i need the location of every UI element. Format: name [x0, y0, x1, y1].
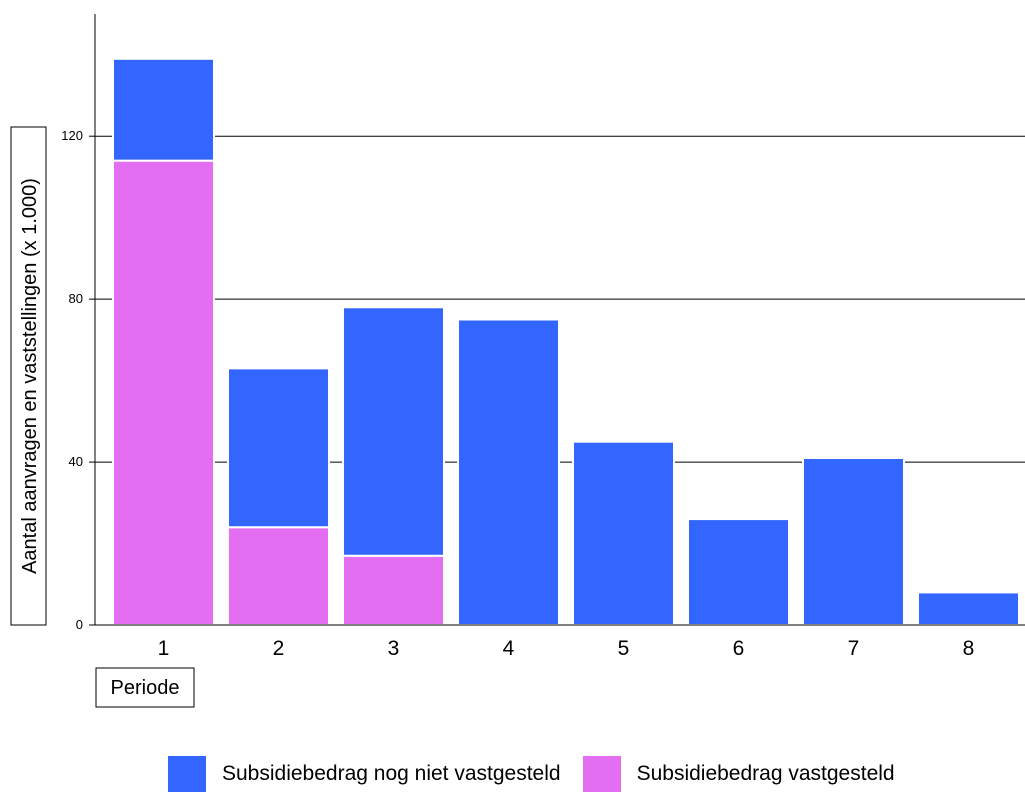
legend-label-nog-niet-vastgesteld: Subsidiebedrag nog niet vastgesteld	[222, 762, 561, 785]
y-tick-label: 0	[76, 617, 83, 632]
x-axis-title: Periode	[111, 677, 180, 699]
x-tick-label: 5	[618, 637, 630, 660]
bar-segment-nog-niet-vastgesteld	[572, 440, 675, 627]
legend-label-vastgesteld: Subsidiebedrag vastgesteld	[636, 762, 895, 785]
bar-segment-nog-niet-vastgesteld	[342, 306, 445, 557]
x-tick-label: 6	[733, 637, 745, 660]
x-axis-title-box	[95, 667, 195, 708]
legend-item-vastgesteld: Subsidiebedrag vastgesteld	[582, 756, 895, 792]
legend-swatch-vastgesteld	[582, 756, 621, 792]
legend-swatch-nog-niet-vastgesteld	[168, 756, 206, 792]
bar-segment-nog-niet-vastgesteld	[687, 518, 790, 626]
bar-segment-nog-niet-vastgesteld	[802, 456, 905, 627]
y-axis-title: Aantal aanvragen en vaststellingen (x 1.…	[19, 178, 41, 574]
bar-segment-nog-niet-vastgesteld	[457, 318, 560, 626]
y-axis-title-box	[10, 126, 47, 626]
bar-segment-vastgesteld	[112, 159, 215, 626]
bar-segment-nog-niet-vastgesteld	[227, 367, 330, 529]
bar-segment-vastgesteld	[342, 554, 445, 627]
y-tick-label: 120	[61, 128, 83, 143]
x-tick-label: 3	[388, 637, 400, 660]
stacked-bar-chart: 0 40 80 120 1 2 3 4 5 6 7 8 Periode Aantal aanvragen …	[10, 14, 1025, 708]
y-tick-label: 80	[69, 291, 83, 306]
x-tick-label: 7	[848, 637, 860, 660]
y-tick-label: 40	[69, 454, 83, 469]
x-tick-label: 1	[158, 637, 170, 660]
chart-legend: Subsidiebedrag nog niet vastgesteld Subs…	[168, 754, 917, 794]
x-tick-label: 8	[963, 637, 975, 660]
bar-segment-nog-niet-vastgesteld	[917, 591, 1020, 626]
x-tick-label: 2	[273, 637, 285, 660]
bar-segment-nog-niet-vastgesteld	[112, 57, 215, 162]
legend-item-nog-niet-vastgesteld: Subsidiebedrag nog niet vastgesteld	[168, 756, 561, 792]
x-tick-label: 4	[503, 637, 515, 660]
bar-segment-vastgesteld	[227, 526, 330, 626]
